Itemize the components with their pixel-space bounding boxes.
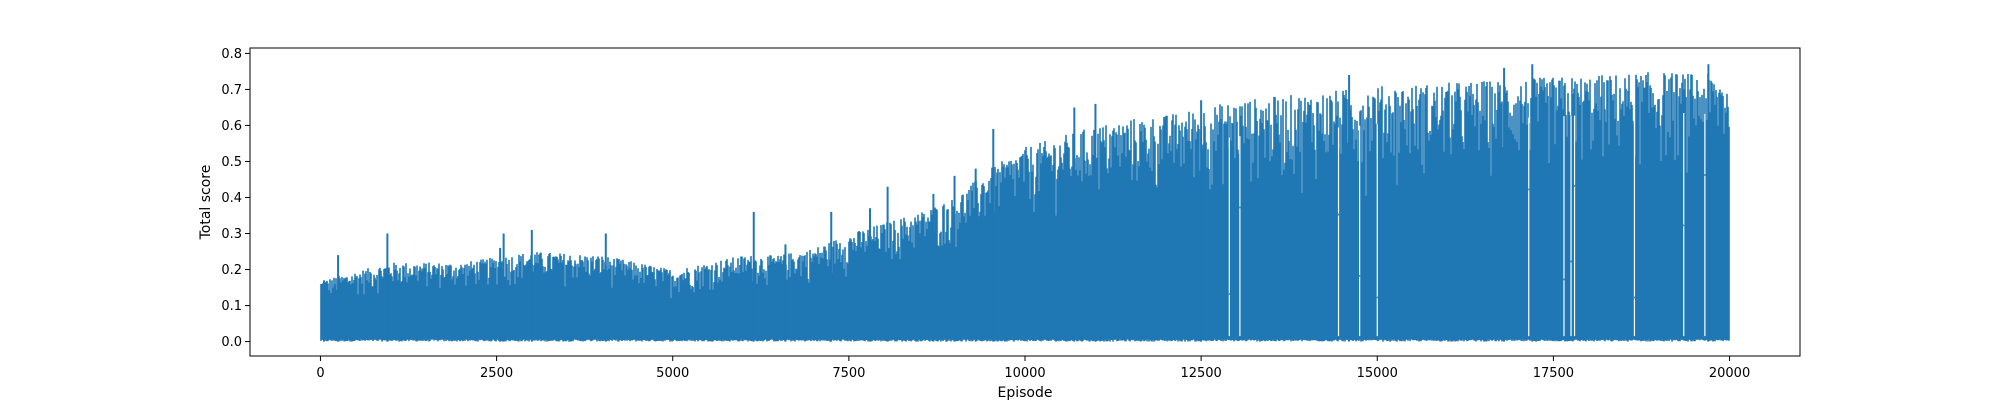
x-tick-label: 0	[316, 366, 324, 381]
y-tick-label: 0.2	[221, 263, 242, 278]
y-tick-label: 0.8	[221, 47, 242, 62]
x-tick-label: 7500	[832, 366, 865, 381]
y-axis: 0.0 0.1 0.2 0.3 0.4 0.5 0.6 0.7 0.8	[221, 47, 250, 350]
series-layer	[320, 64, 1730, 342]
x-tick-label: 15000	[1357, 366, 1398, 381]
x-axis-label: Episode	[998, 385, 1053, 400]
y-tick-label: 0.6	[221, 119, 242, 134]
x-tick-label: 2500	[480, 366, 513, 381]
x-tick-label: 20000	[1709, 366, 1750, 381]
x-tick-label: 12500	[1180, 366, 1221, 381]
x-tick-label: 17500	[1533, 366, 1574, 381]
y-axis-label: Total score	[198, 165, 214, 241]
x-tick-label: 10000	[1004, 366, 1045, 381]
y-tick-label: 0.5	[221, 155, 242, 170]
x-tick-label: 5000	[656, 366, 689, 381]
y-tick-label: 0.0	[221, 335, 242, 350]
y-tick-label: 0.1	[221, 299, 242, 314]
y-tick-label: 0.3	[221, 227, 242, 242]
y-tick-label: 0.4	[221, 191, 242, 206]
y-tick-label: 0.7	[221, 83, 242, 98]
x-axis: 0 2500 5000 7500 10000 12500 15000 17500 20000	[316, 356, 1750, 381]
series-fill	[320, 72, 1730, 342]
